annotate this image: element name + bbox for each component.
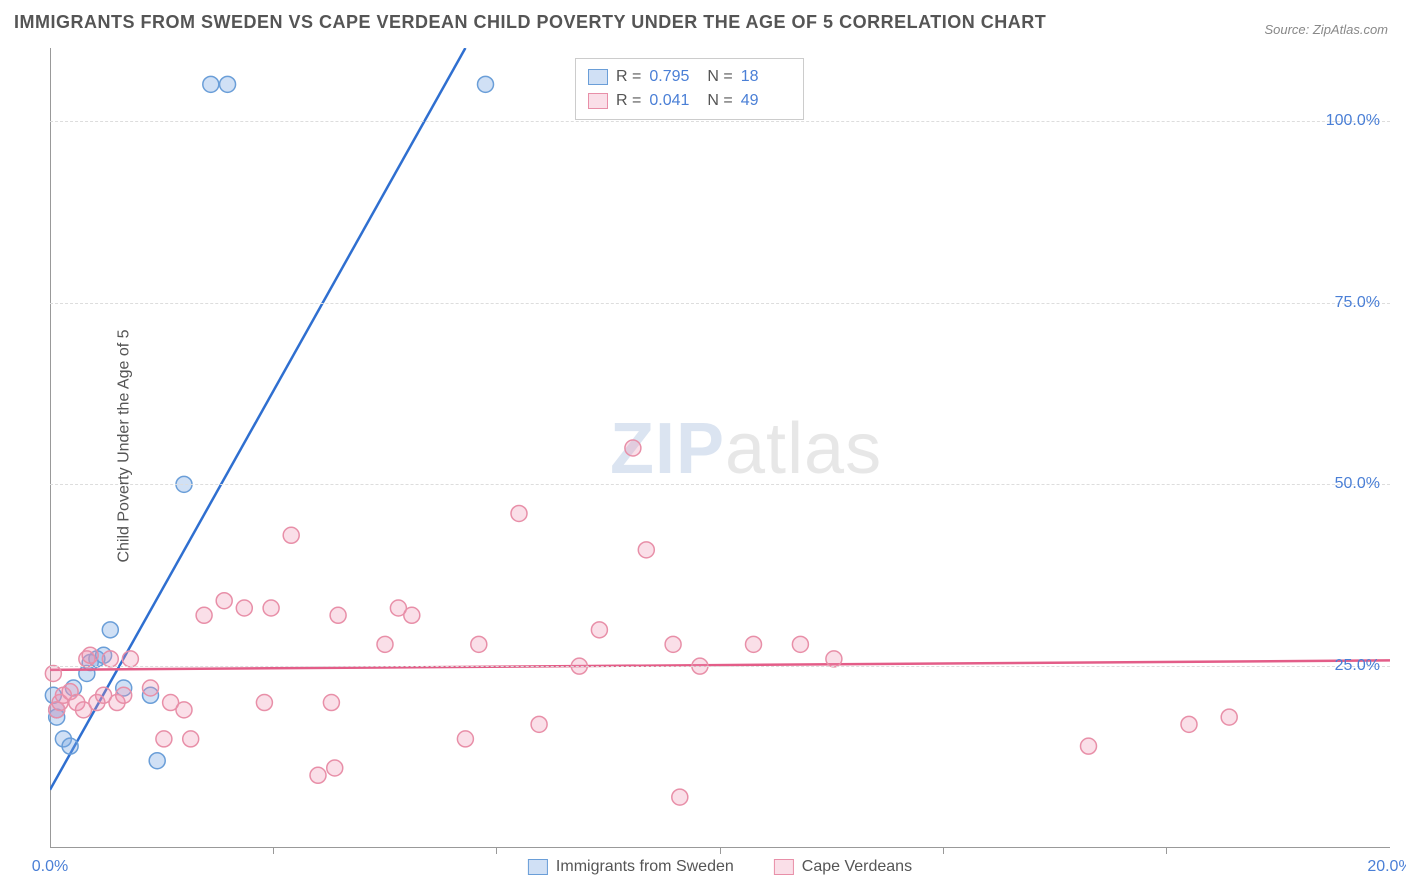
legend-label: Immigrants from Sweden bbox=[556, 858, 734, 876]
data-point-capeverde bbox=[457, 731, 473, 747]
r-label: R = bbox=[616, 89, 641, 113]
data-point-capeverde bbox=[330, 607, 346, 623]
data-point-capeverde bbox=[672, 789, 688, 805]
data-point-capeverde bbox=[1081, 738, 1097, 754]
data-point-capeverde bbox=[82, 647, 98, 663]
data-point-sweden bbox=[102, 622, 118, 638]
y-tick-label: 25.0% bbox=[1335, 657, 1380, 675]
gridline bbox=[50, 484, 1390, 485]
legend-label: Cape Verdeans bbox=[802, 858, 912, 876]
plot-area: ZIPatlas R =0.795N =18R =0.041N =49 Immi… bbox=[50, 48, 1390, 848]
data-point-capeverde bbox=[216, 593, 232, 609]
x-tick-mark bbox=[496, 848, 497, 854]
data-point-capeverde bbox=[792, 636, 808, 652]
regression-line-sweden bbox=[50, 48, 465, 790]
x-tick-mark bbox=[720, 848, 721, 854]
gridline bbox=[50, 666, 1390, 667]
data-point-capeverde bbox=[45, 665, 61, 681]
data-point-capeverde bbox=[143, 680, 159, 696]
chart-title: IMMIGRANTS FROM SWEDEN VS CAPE VERDEAN C… bbox=[14, 12, 1046, 33]
r-value: 0.795 bbox=[649, 65, 699, 89]
x-tick-mark bbox=[943, 848, 944, 854]
regression-line-capeverde bbox=[50, 660, 1390, 669]
data-point-capeverde bbox=[116, 687, 132, 703]
data-point-capeverde bbox=[236, 600, 252, 616]
legend-item-sweden: Immigrants from Sweden bbox=[528, 858, 734, 876]
n-value: 49 bbox=[741, 89, 791, 113]
x-tick-mark bbox=[1166, 848, 1167, 854]
plot-svg bbox=[50, 48, 1390, 848]
data-point-capeverde bbox=[323, 695, 339, 711]
data-point-capeverde bbox=[1221, 709, 1237, 725]
data-point-capeverde bbox=[183, 731, 199, 747]
data-point-capeverde bbox=[625, 440, 641, 456]
legend-stat-row-sweden: R = 0.795 N = 18 bbox=[588, 65, 791, 89]
data-point-capeverde bbox=[1181, 716, 1197, 732]
r-value: 0.041 bbox=[649, 89, 699, 113]
legend-color-box bbox=[588, 69, 608, 85]
source-label: Source: ZipAtlas.com bbox=[1264, 22, 1388, 37]
legend-item-capeverde: Cape Verdeans bbox=[774, 858, 912, 876]
x-tick-label: 0.0% bbox=[32, 858, 68, 876]
legend-stats: R = 0.795 N = 18 R = 0.041 N = 49 bbox=[575, 58, 804, 120]
data-point-capeverde bbox=[746, 636, 762, 652]
x-tick-mark bbox=[273, 848, 274, 854]
data-point-capeverde bbox=[176, 702, 192, 718]
data-point-capeverde bbox=[256, 695, 272, 711]
data-point-sweden bbox=[478, 76, 494, 92]
data-point-capeverde bbox=[327, 760, 343, 776]
r-label: R = bbox=[616, 65, 641, 89]
legend-color-box bbox=[528, 859, 548, 875]
data-point-capeverde bbox=[591, 622, 607, 638]
data-point-sweden bbox=[149, 753, 165, 769]
n-label: N = bbox=[707, 65, 732, 89]
legend-series: Immigrants from Sweden Cape Verdeans bbox=[528, 858, 912, 876]
data-point-capeverde bbox=[122, 651, 138, 667]
data-point-capeverde bbox=[511, 505, 527, 521]
n-value: 18 bbox=[741, 65, 791, 89]
data-point-sweden bbox=[203, 76, 219, 92]
data-point-capeverde bbox=[826, 651, 842, 667]
data-point-capeverde bbox=[377, 636, 393, 652]
legend-color-box bbox=[588, 93, 608, 109]
legend-color-box bbox=[774, 859, 794, 875]
data-point-sweden bbox=[62, 738, 78, 754]
gridline bbox=[50, 121, 1390, 122]
x-tick-label: 20.0% bbox=[1367, 858, 1406, 876]
data-point-capeverde bbox=[283, 527, 299, 543]
data-point-capeverde bbox=[310, 767, 326, 783]
data-point-capeverde bbox=[531, 716, 547, 732]
data-point-capeverde bbox=[638, 542, 654, 558]
y-tick-label: 75.0% bbox=[1335, 294, 1380, 312]
data-point-capeverde bbox=[404, 607, 420, 623]
data-point-sweden bbox=[220, 76, 236, 92]
data-point-capeverde bbox=[665, 636, 681, 652]
gridline bbox=[50, 303, 1390, 304]
data-point-capeverde bbox=[156, 731, 172, 747]
y-tick-label: 50.0% bbox=[1335, 475, 1380, 493]
data-point-capeverde bbox=[196, 607, 212, 623]
data-point-capeverde bbox=[263, 600, 279, 616]
y-tick-label: 100.0% bbox=[1326, 112, 1380, 130]
legend-stat-row-capeverde: R = 0.041 N = 49 bbox=[588, 89, 791, 113]
n-label: N = bbox=[707, 89, 732, 113]
data-point-capeverde bbox=[471, 636, 487, 652]
data-point-capeverde bbox=[102, 651, 118, 667]
